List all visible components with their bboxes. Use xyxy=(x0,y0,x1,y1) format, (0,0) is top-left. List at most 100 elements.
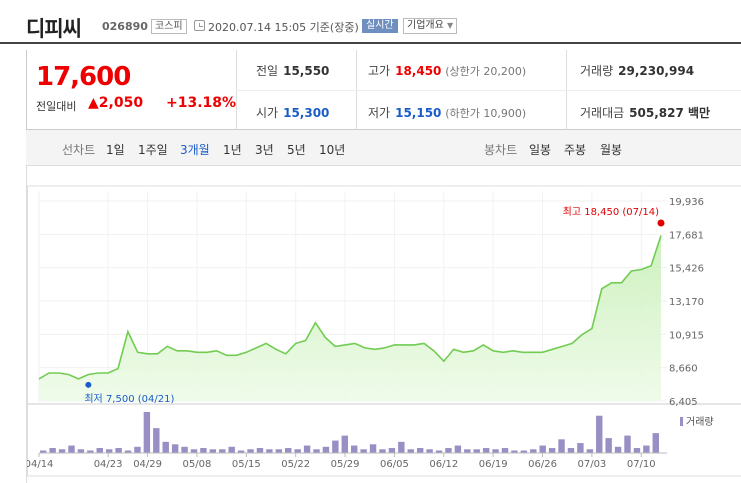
company-overview-button[interactable]: 기업개요 ▼ xyxy=(403,18,458,34)
tab-3m[interactable]: 3개월 xyxy=(180,143,210,157)
volume-bar xyxy=(520,450,528,453)
volume-bar xyxy=(275,449,283,453)
tab-10y[interactable]: 10년 xyxy=(319,143,346,157)
tab-daily[interactable]: 일봉 xyxy=(529,143,552,157)
stock-name: 디피씨 xyxy=(26,17,82,41)
volume-bar xyxy=(266,449,273,453)
amount-label: 거래대금 xyxy=(580,106,625,120)
x-tick-label: 05/22 xyxy=(281,459,310,470)
volume-bar xyxy=(360,449,367,453)
y-tick-label: 13,170 xyxy=(669,297,704,308)
tab-1y[interactable]: 1년 xyxy=(223,143,242,157)
volume-bar xyxy=(369,444,377,453)
volume-bar xyxy=(219,449,226,453)
high-label: 고가 xyxy=(368,64,391,78)
stock-code: 026890 xyxy=(102,20,148,33)
volume-bar xyxy=(209,449,217,453)
current-price: 17,600 xyxy=(36,62,131,92)
change-percent: +13.18% xyxy=(166,95,237,111)
divider xyxy=(116,143,117,153)
volume-bar xyxy=(643,445,650,453)
volume-bar xyxy=(190,449,198,453)
upper-limit: (상한가 20,200) xyxy=(445,65,527,78)
min-label: 최저 7,500 (04/21) xyxy=(84,393,174,405)
x-tick-label: 04/29 xyxy=(133,459,162,470)
volume-bar xyxy=(303,445,311,453)
x-tick-label: 06/12 xyxy=(429,459,458,470)
low-value: 15,150 xyxy=(395,106,442,120)
volume-bar xyxy=(322,446,330,453)
volume-bar xyxy=(426,449,433,453)
y-tick-label: 19,936 xyxy=(669,197,704,208)
tab-monthly[interactable]: 월봉 xyxy=(600,143,623,157)
low-label: 저가 xyxy=(368,106,391,120)
volume-bar xyxy=(548,448,556,453)
volume-bar xyxy=(388,448,396,453)
x-tick-label: 06/26 xyxy=(528,459,557,470)
volume-bar xyxy=(473,449,480,453)
price-chart-svg: 19,936 17,681 15,426 13,170 10,915 8,660 6,405… xyxy=(27,185,741,477)
tab-weekly[interactable]: 주봉 xyxy=(564,143,587,157)
min-marker xyxy=(85,381,92,388)
chevron-down-icon: ▼ xyxy=(447,21,454,30)
max-label: 최고 18,450 (07/14) xyxy=(563,206,659,218)
volume-bar xyxy=(435,450,443,453)
price-summary: 17,600 전일대비 ▲2,050 +13.18% 전일 15,550 고가 18… xyxy=(26,50,741,130)
volume-bar xyxy=(501,448,509,453)
change-amount: 2,050 xyxy=(98,95,144,111)
volume-bar xyxy=(407,449,414,453)
volume-bar xyxy=(143,412,151,453)
volume-bar xyxy=(162,441,169,453)
x-tick-label: 05/08 xyxy=(183,459,212,470)
volume-legend-swatch xyxy=(680,417,683,426)
prev-close: 전일 15,550 xyxy=(256,62,329,79)
volume-value: 29,230,994 xyxy=(618,64,695,78)
low-price: 저가 15,150 (하한가 10,900) xyxy=(368,104,526,121)
prev-close-value: 15,550 xyxy=(283,64,330,78)
volume-legend-label: 거래량 xyxy=(686,416,714,428)
company-overview-label: 기업개요 xyxy=(407,20,444,31)
price-chart: 19,936 17,681 15,426 13,170 10,915 8,660 6,405… xyxy=(26,166,741,483)
volume-bar xyxy=(247,449,254,453)
high-price: 고가 18,450 (상한가 20,200) xyxy=(368,62,526,79)
y-tick-label: 8,660 xyxy=(669,364,698,375)
volume-bar xyxy=(77,449,85,453)
quote-datetime: 2020.07.14 15:05 기준(장중) xyxy=(208,21,359,34)
x-tick-label: 04/23 xyxy=(94,459,123,470)
volume-bar xyxy=(200,448,207,453)
y-tick-label: 6,405 xyxy=(669,397,698,408)
tab-5y[interactable]: 5년 xyxy=(287,143,306,157)
volume-bar xyxy=(416,448,424,453)
tab-1d[interactable]: 1일 xyxy=(106,143,125,157)
volume-bar xyxy=(530,449,537,453)
clock-icon xyxy=(194,20,205,31)
open-value: 15,300 xyxy=(283,106,330,120)
tab-1w[interactable]: 1주일 xyxy=(138,143,168,157)
divider xyxy=(26,50,27,130)
volume-bar xyxy=(285,448,292,453)
chart-border xyxy=(27,185,741,477)
line-chart-title: 선차트 xyxy=(62,143,96,157)
realtime-button[interactable]: 실시간 xyxy=(362,19,398,33)
tab-3y[interactable]: 3년 xyxy=(255,143,274,157)
volume-bar xyxy=(633,448,641,453)
volume-bar xyxy=(256,448,264,453)
y-tick-label: 15,426 xyxy=(669,264,704,275)
volume-bar xyxy=(596,415,603,453)
volume-bar xyxy=(134,446,141,453)
volume-bar xyxy=(341,435,348,453)
volume-bar xyxy=(171,444,179,453)
volume-bar xyxy=(605,438,612,453)
volume-bar xyxy=(105,449,113,453)
price-line xyxy=(38,235,662,380)
prev-close-label: 전일 xyxy=(256,64,279,78)
lower-limit: (하한가 10,900) xyxy=(445,107,527,120)
x-tick-label: 04/14 xyxy=(27,459,53,470)
volume-bar xyxy=(294,449,301,453)
volume-bar xyxy=(567,448,575,453)
max-marker xyxy=(657,219,665,227)
volume-bar xyxy=(313,449,320,453)
volume-bar xyxy=(586,449,594,453)
volume-bar xyxy=(577,443,584,453)
divider xyxy=(236,90,741,91)
